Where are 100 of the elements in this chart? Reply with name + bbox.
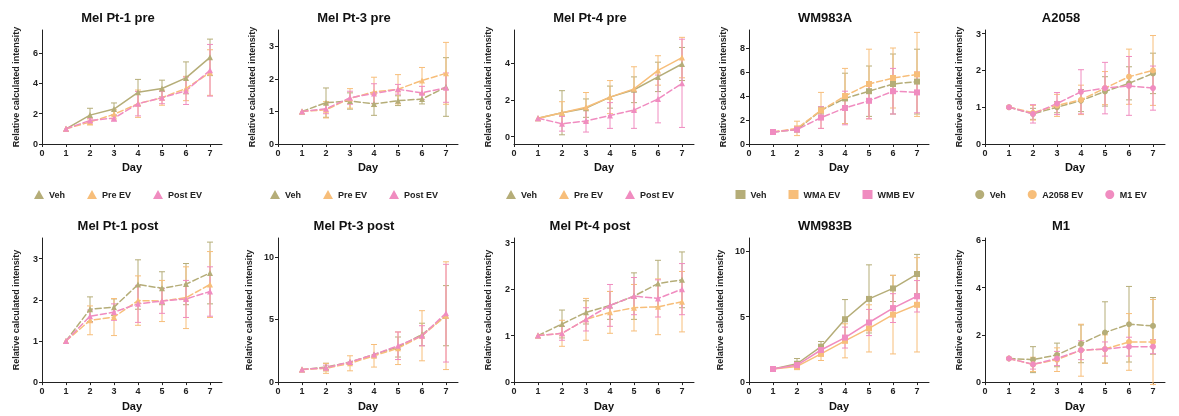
legend-label: WMB EV: [877, 189, 915, 200]
x-tick-label: 5: [1102, 147, 1108, 158]
x-tick-label: 5: [159, 385, 165, 396]
y-axis-title: Relative calculated intensity: [717, 26, 728, 148]
x-tick-label: 7: [443, 385, 449, 396]
y-tick-label: 3: [976, 28, 982, 39]
y-axis-title: Relative calculated intensity: [10, 249, 21, 371]
x-tick-label: 7: [679, 385, 685, 396]
y-tick-label: 4: [740, 91, 746, 101]
y-tick-label: 1: [976, 102, 982, 113]
legend-label: Pre EV: [337, 189, 367, 200]
y-axis-title: Relative calculated intensity: [953, 26, 964, 148]
x-axis-title: Day: [121, 399, 143, 412]
legend-label: Veh: [48, 189, 65, 200]
chart-title: Mel Pt-4 pre: [552, 10, 627, 25]
x-tick-label: 6: [1126, 147, 1132, 158]
y-tick-label: 3: [504, 237, 510, 248]
y-tick-label: 0: [32, 377, 38, 388]
x-axis-title: Day: [829, 399, 851, 412]
y-tick-label: 0: [504, 377, 510, 388]
x-tick-label: 1: [63, 385, 69, 396]
chart-title: A2058: [1042, 10, 1081, 25]
x-tick-label: 5: [631, 147, 637, 158]
x-axis-title: Day: [357, 161, 379, 174]
x-tick-label: 3: [347, 147, 353, 158]
y-tick-label: 10: [735, 246, 746, 257]
x-tick-label: 6: [183, 147, 189, 158]
chart-title: Mel Pt-3 pre: [316, 10, 391, 25]
x-tick-label: 0: [39, 385, 45, 396]
y-axis-title: Relative calculated intensity: [243, 249, 254, 371]
x-tick-label: 4: [135, 385, 141, 396]
legend-label: Veh: [520, 189, 537, 200]
y-tick-label: 2: [32, 108, 38, 119]
x-tick-label: 2: [87, 385, 93, 396]
y-tick-label: 6: [740, 67, 746, 77]
y-tick-label: 0: [268, 139, 274, 149]
x-axis-title: Day: [121, 161, 143, 174]
x-tick-label: 4: [607, 385, 613, 396]
x-tick-label: 7: [443, 147, 449, 158]
x-tick-label: 6: [419, 385, 425, 396]
x-tick-label: 1: [1006, 385, 1012, 396]
y-tick-label: 5: [268, 314, 274, 325]
x-tick-label: 6: [890, 385, 896, 396]
y-tick-label: 3: [268, 41, 274, 52]
x-tick-label: 7: [207, 385, 213, 396]
x-tick-label: 5: [395, 147, 401, 158]
x-tick-label: 3: [347, 385, 353, 396]
x-tick-label: 4: [1078, 385, 1084, 396]
y-tick-label: 6: [976, 235, 982, 246]
x-tick-label: 4: [842, 385, 848, 396]
x-tick-label: 5: [159, 147, 165, 158]
chart-title: Mel Pt-1 pre: [81, 10, 155, 25]
x-tick-label: 3: [583, 385, 589, 396]
y-tick-label: 0: [740, 377, 746, 388]
legend-label: Veh: [750, 189, 767, 200]
legend-label: Veh: [989, 189, 1006, 200]
y-axis-title: Relative calculated intensity: [246, 26, 257, 148]
y-tick-label: 0: [740, 139, 746, 149]
x-tick-label: 3: [111, 147, 117, 158]
x-tick-label: 6: [655, 385, 661, 396]
legend-label: Post EV: [168, 189, 203, 200]
chart-title: WM983A: [798, 10, 854, 25]
y-tick-label: 2: [32, 294, 38, 305]
x-tick-label: 2: [794, 385, 800, 396]
x-tick-label: 1: [63, 147, 69, 158]
y-tick-label: 2: [504, 284, 510, 295]
y-axis-title: Relative calculated intensity: [714, 249, 725, 371]
x-tick-label: 7: [207, 147, 213, 158]
legend-label: Veh: [284, 189, 301, 200]
x-tick-label: 7: [679, 147, 685, 158]
y-tick-label: 2: [268, 73, 274, 84]
x-tick-label: 3: [818, 385, 824, 396]
x-tick-label: 3: [1054, 385, 1060, 396]
y-tick-label: 0: [268, 377, 274, 388]
x-tick-label: 5: [395, 385, 401, 396]
x-tick-label: 6: [890, 147, 896, 158]
x-axis-title: Day: [1065, 161, 1087, 174]
x-tick-label: 2: [794, 147, 800, 158]
x-tick-label: 1: [535, 147, 541, 158]
y-tick-label: 0: [976, 377, 982, 388]
y-tick-label: 8: [740, 43, 746, 53]
x-tick-label: 4: [1078, 147, 1084, 158]
x-tick-label: 1: [299, 385, 305, 396]
x-tick-label: 3: [1054, 147, 1060, 158]
x-tick-label: 2: [1030, 147, 1036, 158]
x-tick-label: 7: [1150, 147, 1156, 158]
x-tick-label: 5: [631, 385, 637, 396]
chart-title: Mel Pt-3 post: [313, 218, 395, 233]
x-tick-label: 4: [371, 147, 377, 158]
x-axis-title: Day: [357, 399, 379, 412]
y-tick-label: 1: [504, 330, 510, 341]
x-tick-label: 7: [914, 385, 920, 396]
x-tick-label: 3: [583, 147, 589, 158]
y-tick-label: 5: [740, 311, 746, 322]
x-tick-label: 7: [1150, 385, 1156, 396]
chart-title: Mel Pt-1 post: [77, 218, 160, 233]
legend-label: WMA EV: [803, 189, 841, 200]
x-tick-label: 1: [535, 385, 541, 396]
x-axis-title: Day: [593, 399, 615, 412]
y-axis-title: Relative calculated intensity: [482, 249, 493, 371]
